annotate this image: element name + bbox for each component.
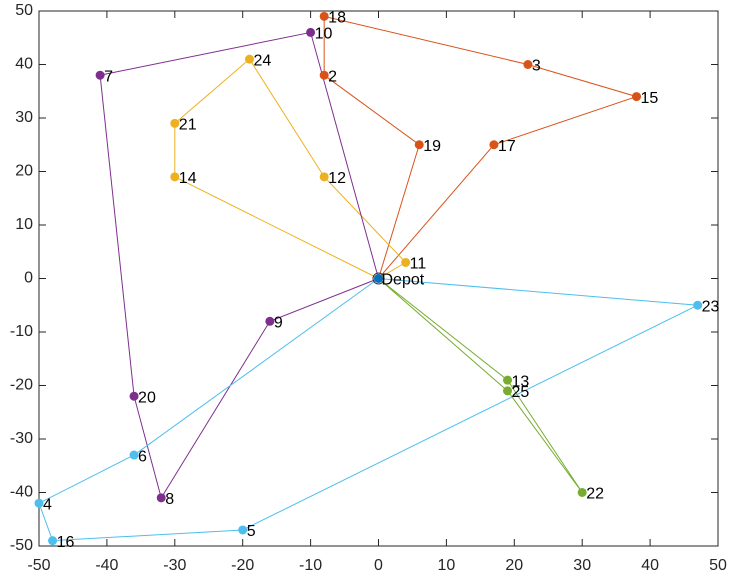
x-tick-label: 50 <box>709 557 727 574</box>
stop-label: 7 <box>104 68 113 85</box>
stop-marker <box>319 70 329 80</box>
y-tick-label: -40 <box>10 484 33 501</box>
stop-label: 4 <box>43 496 52 513</box>
x-tick-label: 10 <box>438 557 456 574</box>
x-tick-label: 30 <box>573 557 591 574</box>
stop-marker <box>523 60 533 69</box>
stop-label: 15 <box>641 90 659 107</box>
depot-label: Depot <box>382 272 425 289</box>
stop-label: 9 <box>274 315 283 332</box>
stop-marker <box>156 493 166 503</box>
stop-marker <box>129 450 139 460</box>
stop-marker <box>170 118 180 128</box>
stop-label: 5 <box>247 523 256 540</box>
route-line <box>323 15 639 279</box>
x-tick-label: -30 <box>163 557 186 574</box>
stop-label: 8 <box>165 491 174 508</box>
x-tick-label: -40 <box>95 557 118 574</box>
y-tick-label: 20 <box>15 163 33 180</box>
y-tick-label: 50 <box>15 2 33 19</box>
stop-marker <box>238 525 248 535</box>
y-tick-label: 30 <box>15 109 33 126</box>
stop-label: 11 <box>410 256 427 273</box>
stop-marker <box>34 498 44 508</box>
stop-label: 14 <box>179 170 197 187</box>
y-tick-label: -10 <box>10 323 33 340</box>
stop-marker <box>577 488 587 497</box>
stop-marker <box>503 375 513 385</box>
stop-marker <box>319 11 329 21</box>
stop-marker <box>129 391 139 401</box>
y-tick-label: -20 <box>10 377 33 394</box>
stop-label: 10 <box>315 26 333 43</box>
stop-marker <box>265 316 275 326</box>
stop-label: 24 <box>253 52 271 69</box>
y-tick-label: 0 <box>24 270 33 287</box>
y-tick-label: 10 <box>15 216 33 233</box>
stop-label: 23 <box>702 298 720 315</box>
stop-label: 17 <box>498 138 516 155</box>
stop-marker <box>489 140 499 150</box>
stop-marker <box>48 536 58 546</box>
stop-label: 21 <box>179 117 197 134</box>
stop-marker <box>401 257 411 267</box>
stop-label: 16 <box>57 534 75 551</box>
stop-label: 22 <box>586 486 604 503</box>
stop-marker <box>306 27 316 37</box>
stop-marker <box>319 172 329 182</box>
stop-marker <box>632 92 642 102</box>
stop-label: 19 <box>423 138 441 155</box>
stop-marker <box>244 54 254 64</box>
x-tick-label: 40 <box>641 557 659 574</box>
stop-label: 20 <box>138 389 156 406</box>
stop-marker <box>170 172 180 182</box>
stop-marker <box>503 386 513 396</box>
stop-label: 3 <box>532 58 541 75</box>
x-tick-label: 20 <box>505 557 523 574</box>
stop-label: 6 <box>138 448 147 465</box>
stop-label: 2 <box>328 68 337 85</box>
stop-label: 25 <box>512 384 530 401</box>
x-tick-label: -50 <box>27 557 50 574</box>
y-tick-label: 40 <box>15 56 33 73</box>
y-tick-label: -50 <box>10 537 33 554</box>
x-tick-label: -20 <box>231 557 254 574</box>
stop-marker <box>693 300 703 310</box>
stop-label: 12 <box>328 170 346 187</box>
y-tick-label: -30 <box>10 430 33 447</box>
stop-marker <box>414 140 424 150</box>
stop-marker <box>95 70 105 80</box>
stop-label: 13 <box>512 373 530 390</box>
x-tick-label: -10 <box>299 557 322 574</box>
stop-label: 18 <box>328 10 346 27</box>
x-tick-label: 0 <box>374 557 383 574</box>
depot-marker <box>374 274 383 283</box>
depot-ring <box>372 272 385 285</box>
